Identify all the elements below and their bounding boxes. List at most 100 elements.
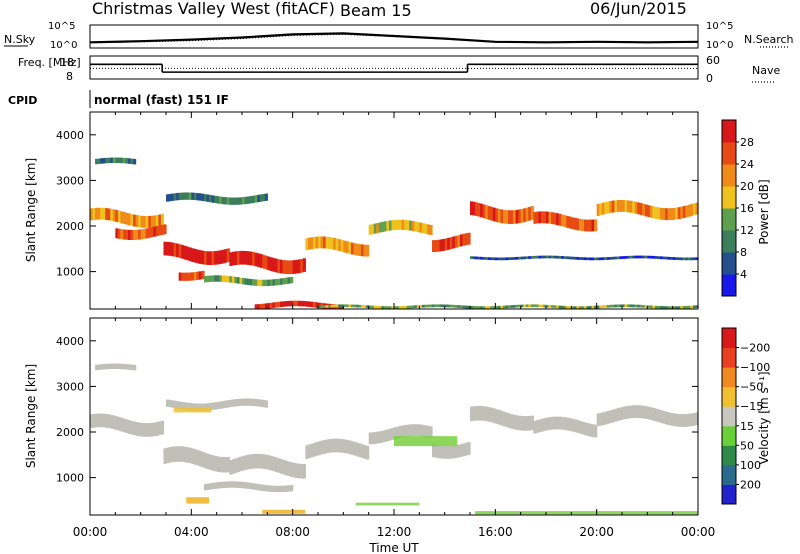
range-cell (594, 305, 598, 309)
velocity-accent (173, 407, 212, 413)
range-cell (604, 257, 608, 260)
range-cell (295, 463, 299, 478)
range-cell (518, 209, 522, 224)
range-cell (584, 257, 588, 261)
range-cell (125, 229, 129, 240)
range-cell (320, 236, 324, 249)
power-colorbar: 4 8 12 16 20 24 28 (721, 119, 754, 297)
range-cell (353, 441, 357, 456)
range-cell (637, 255, 641, 259)
n-search-series (89, 33, 699, 44)
range-cell (622, 304, 626, 308)
range-cell (95, 158, 99, 165)
range-cell (376, 222, 380, 234)
range-cell (247, 196, 251, 204)
range-cell (540, 304, 545, 308)
range-cell (236, 277, 241, 284)
range-cell (543, 255, 547, 259)
colorbar-swatch (722, 164, 736, 187)
range-cell (457, 444, 461, 458)
range-cell (216, 401, 220, 410)
range-cell (475, 256, 479, 260)
range-cell (444, 238, 448, 251)
range-cell (345, 439, 349, 454)
range-cell (649, 407, 653, 421)
freq-tick-bottom: 8 (66, 70, 73, 83)
range-cell (657, 409, 661, 423)
range-cell (594, 257, 598, 261)
range-cell (209, 454, 213, 471)
range-cell (193, 403, 197, 411)
range-cell (323, 236, 327, 249)
range-cell (295, 300, 299, 307)
range-cell (214, 195, 218, 204)
range-cell (667, 412, 671, 426)
range-cell (105, 208, 109, 220)
range-cell (470, 406, 474, 422)
range-cell (239, 197, 243, 205)
range-cell (219, 481, 223, 489)
range-cell (285, 277, 289, 285)
range-cell (290, 462, 294, 477)
range-cell (262, 254, 266, 269)
range-cell (135, 215, 139, 228)
range-cell (328, 439, 332, 453)
range-cell (480, 256, 484, 260)
range-cell (667, 256, 671, 260)
range-cell (525, 304, 529, 308)
n-search-label: N.Search (744, 33, 794, 46)
range-cell (97, 364, 101, 370)
range-cell (571, 418, 575, 432)
range-cell (470, 305, 474, 309)
range-cell (160, 420, 165, 435)
range-cell (259, 484, 263, 491)
range-cell (318, 236, 322, 249)
range-cell (439, 239, 443, 252)
range-cell (490, 306, 494, 309)
range-cell (254, 279, 258, 286)
range-cell (300, 258, 304, 273)
range-cell (269, 485, 273, 492)
range-cell (470, 256, 474, 259)
range-cell (660, 207, 664, 220)
range-cell (396, 306, 400, 309)
range-cell (366, 244, 370, 257)
range-cell (523, 208, 527, 222)
range-cell (257, 194, 261, 203)
range-cell (609, 256, 613, 260)
range-cell (262, 279, 266, 287)
range-cell (371, 432, 375, 445)
range-cell (122, 363, 127, 370)
range-cell (480, 406, 484, 421)
range-cell (376, 431, 380, 444)
range-cell (252, 252, 256, 266)
range-cell (209, 194, 213, 203)
range-cell (285, 260, 289, 275)
range-cell (229, 399, 233, 408)
range-cell (318, 441, 322, 456)
colorbar-tick-label: 15 (740, 420, 754, 433)
range-cell (492, 306, 496, 309)
time-axis-label: Time UT (368, 541, 419, 554)
range-cell (672, 413, 676, 427)
range-cell (280, 301, 284, 307)
range-cell (107, 208, 111, 221)
range-cell (196, 193, 200, 201)
range-cell (548, 211, 552, 224)
range-cell (553, 305, 557, 309)
range-cell (282, 260, 286, 274)
range-cell (578, 306, 583, 309)
colorbar-swatch (722, 274, 736, 297)
range-cell (280, 459, 284, 474)
range-cell (122, 418, 127, 433)
freq-label: Freq. [MHz] (18, 56, 81, 69)
range-cell (325, 304, 329, 308)
range-cell (272, 258, 276, 272)
range-cell (424, 223, 428, 234)
range-cell (642, 203, 646, 216)
range-cell (178, 244, 182, 259)
range-cell (122, 229, 127, 240)
range-cell (128, 229, 132, 240)
range-cell (224, 249, 228, 263)
range-cell (404, 305, 408, 309)
